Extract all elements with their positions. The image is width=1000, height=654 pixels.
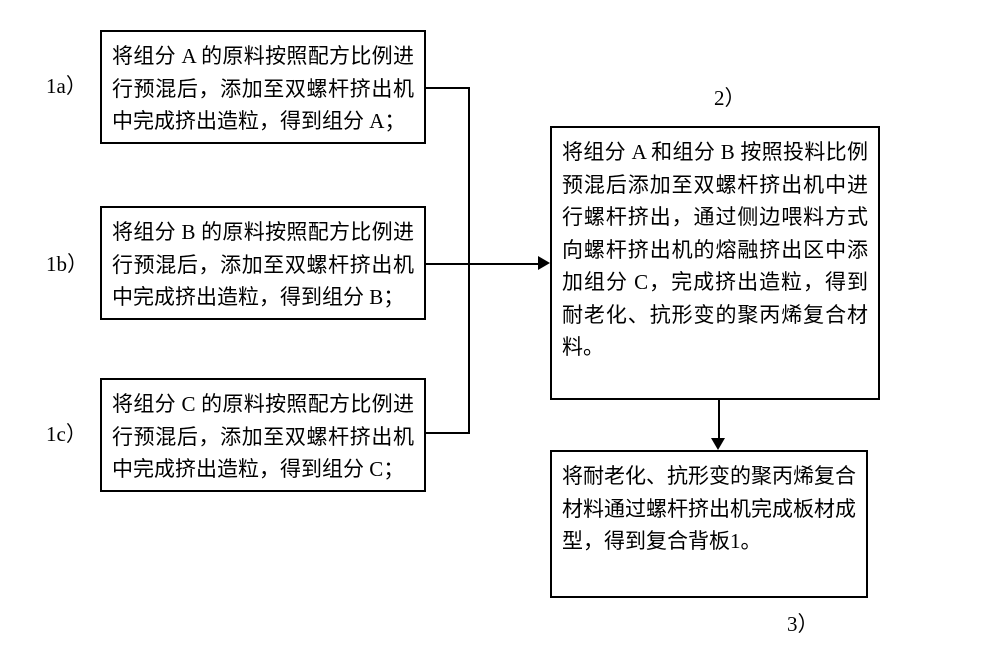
label-1c: 1c） bbox=[46, 418, 87, 448]
conn-b-h bbox=[426, 263, 470, 265]
label-2: 2） bbox=[714, 82, 746, 112]
label-3: 3） bbox=[787, 608, 819, 638]
node-1a: 将组分 A 的原料按照配方比例进行预混后，添加至双螺杆挤出机中完成挤出造粒，得到… bbox=[100, 30, 426, 144]
node-1b: 将组分 B 的原料按照配方比例进行预混后，添加至双螺杆挤出机中完成挤出造粒，得到… bbox=[100, 206, 426, 320]
node-1c: 将组分 C 的原料按照配方比例进行预混后，添加至双螺杆挤出机中完成挤出造粒，得到… bbox=[100, 378, 426, 492]
conn-to2-h bbox=[468, 263, 538, 265]
conn-2-3-v bbox=[718, 400, 720, 438]
arrow-to2 bbox=[538, 256, 550, 270]
conn-c-h bbox=[426, 432, 470, 434]
conn-merge-v bbox=[468, 87, 470, 434]
arrow-2-3 bbox=[711, 438, 725, 450]
label-1b: 1b） bbox=[46, 248, 88, 278]
node-3: 将耐老化、抗形变的聚丙烯复合材料通过螺杆挤出机完成板材成型，得到复合背板1。 bbox=[550, 450, 868, 598]
conn-a-h bbox=[426, 87, 470, 89]
node-2: 将组分 A 和组分 B 按照投料比例预混后添加至双螺杆挤出机中进行螺杆挤出，通过… bbox=[550, 126, 880, 400]
label-1a: 1a） bbox=[46, 70, 87, 100]
